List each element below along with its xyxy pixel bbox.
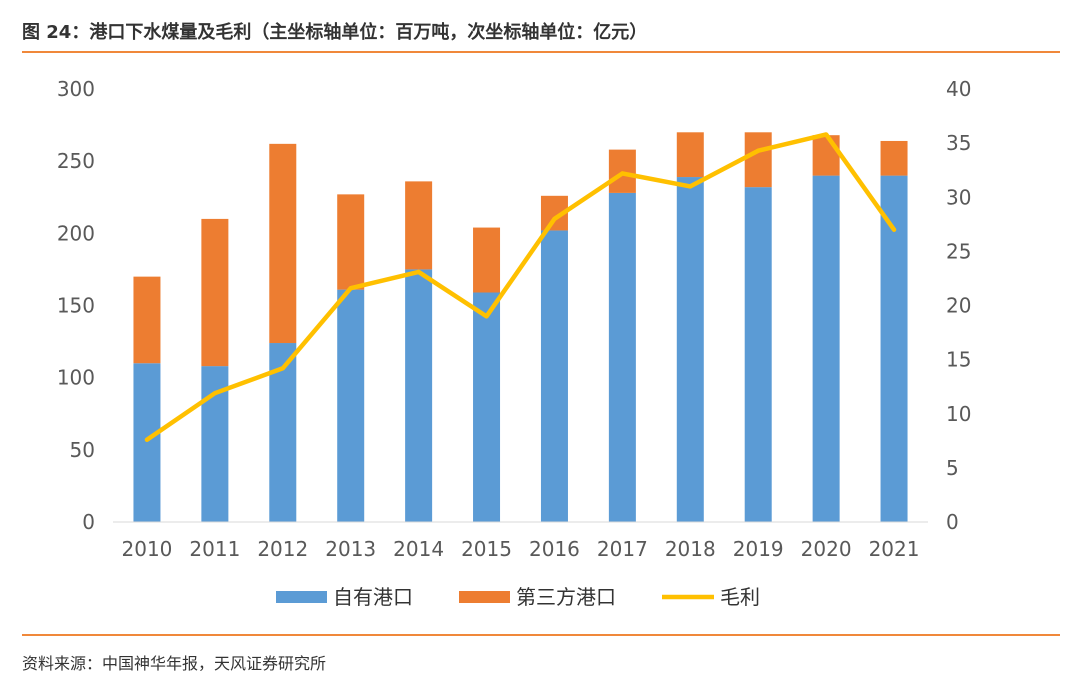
y-primary-tick-label: 250 bbox=[57, 149, 95, 173]
bar-own-port bbox=[405, 269, 433, 522]
y-primary-tick-label: 300 bbox=[57, 77, 95, 101]
y-primary-tick-label: 150 bbox=[57, 294, 95, 318]
bar-own-port bbox=[473, 292, 501, 522]
y-secondary-tick-label: 35 bbox=[946, 131, 971, 155]
x-tick-label: 2020 bbox=[801, 537, 852, 561]
legend-swatch-third-party-port bbox=[459, 591, 510, 603]
line-gross-profit bbox=[144, 132, 897, 442]
legend-label-third-party-port: 第三方港口 bbox=[516, 585, 616, 609]
legend-label-gross-profit: 毛利 bbox=[720, 585, 760, 609]
bar-third-party-port bbox=[337, 194, 365, 290]
x-tick-label: 2015 bbox=[461, 537, 512, 561]
y-secondary-tick-label: 25 bbox=[946, 239, 971, 263]
bottom-divider bbox=[22, 634, 1060, 636]
legend-label-own-port: 自有港口 bbox=[333, 585, 413, 609]
bar-third-party-port bbox=[473, 227, 501, 293]
y-secondary-tick-label: 10 bbox=[946, 402, 971, 426]
bar-own-port bbox=[540, 230, 568, 523]
bar-own-port bbox=[744, 187, 772, 522]
x-tick-label: 2010 bbox=[122, 537, 173, 561]
y-secondary-tick-label: 30 bbox=[946, 185, 971, 209]
x-tick-label: 2019 bbox=[733, 537, 784, 561]
bar-own-port bbox=[133, 363, 161, 522]
bar-own-port bbox=[337, 289, 365, 522]
y-primary-tick-label: 50 bbox=[70, 438, 95, 462]
y-secondary-tick-label: 0 bbox=[946, 510, 959, 534]
bar-own-port bbox=[880, 175, 908, 522]
source-note: 资料来源：中国神华年报，天风证券研究所 bbox=[22, 654, 327, 673]
bar-own-port bbox=[812, 175, 840, 522]
y-primary-tick-label: 0 bbox=[82, 510, 95, 534]
x-tick-label: 2018 bbox=[665, 537, 716, 561]
bar-third-party-port bbox=[269, 143, 297, 344]
bar-third-party-port bbox=[133, 276, 161, 364]
legend-swatch-own-port bbox=[276, 591, 327, 603]
bar-third-party-port bbox=[201, 218, 229, 367]
bar-third-party-port bbox=[812, 135, 840, 176]
y-primary-tick-label: 100 bbox=[57, 366, 95, 390]
bar-third-party-port bbox=[405, 181, 433, 270]
x-tick-label: 2017 bbox=[597, 537, 648, 561]
bar-third-party-port bbox=[880, 140, 908, 176]
top-divider bbox=[22, 51, 1060, 53]
y-secondary-tick-label: 15 bbox=[946, 348, 971, 372]
x-tick-label: 2016 bbox=[529, 537, 580, 561]
y-primary-tick-label: 200 bbox=[57, 221, 95, 245]
x-tick-label: 2021 bbox=[869, 537, 920, 561]
chart-title: 图 24：港口下水煤量及毛利（主坐标轴单位：百万吨，次坐标轴单位：亿元） bbox=[22, 22, 648, 43]
y-secondary-tick-label: 40 bbox=[946, 77, 971, 101]
bar-own-port bbox=[676, 177, 704, 522]
bar-third-party-port bbox=[744, 132, 772, 188]
y-secondary-tick-label: 5 bbox=[946, 456, 959, 480]
bar-third-party-port bbox=[676, 132, 704, 178]
x-tick-label: 2013 bbox=[325, 537, 376, 561]
y-secondary-tick-label: 20 bbox=[946, 294, 971, 318]
x-tick-label: 2011 bbox=[189, 537, 240, 561]
bar-own-port bbox=[608, 192, 636, 523]
x-tick-label: 2014 bbox=[393, 537, 444, 561]
x-tick-label: 2012 bbox=[257, 537, 308, 561]
